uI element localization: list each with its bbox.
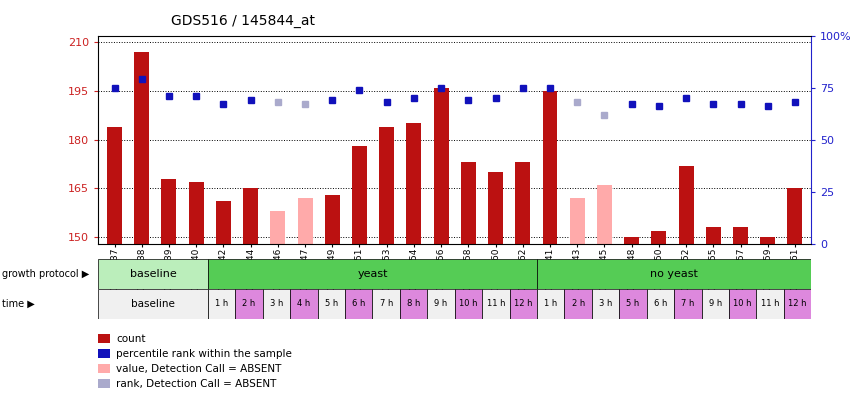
- Text: 7 h: 7 h: [681, 299, 693, 308]
- Bar: [351, 146, 367, 244]
- Bar: [317, 289, 345, 319]
- Text: 11 h: 11 h: [486, 299, 505, 308]
- Bar: [454, 289, 482, 319]
- Bar: [673, 289, 701, 319]
- Bar: [406, 123, 421, 244]
- Bar: [542, 91, 557, 244]
- Bar: [701, 289, 728, 319]
- Text: 1 h: 1 h: [215, 299, 228, 308]
- Text: 2 h: 2 h: [242, 299, 255, 308]
- Bar: [134, 52, 149, 244]
- Bar: [372, 289, 399, 319]
- Bar: [297, 198, 312, 244]
- Bar: [433, 88, 448, 244]
- Bar: [537, 289, 564, 319]
- Bar: [759, 237, 775, 244]
- Text: 1 h: 1 h: [543, 299, 557, 308]
- Text: count: count: [116, 333, 146, 344]
- Bar: [426, 289, 454, 319]
- Text: baseline: baseline: [130, 269, 177, 279]
- Text: 12 h: 12 h: [787, 299, 806, 308]
- Text: yeast: yeast: [357, 269, 387, 279]
- Bar: [756, 289, 783, 319]
- Bar: [728, 289, 756, 319]
- Text: 7 h: 7 h: [379, 299, 392, 308]
- Bar: [461, 162, 475, 244]
- Text: value, Detection Call = ABSENT: value, Detection Call = ABSENT: [116, 364, 281, 374]
- Text: 6 h: 6 h: [653, 299, 666, 308]
- Bar: [189, 182, 203, 244]
- Bar: [705, 227, 720, 244]
- Bar: [98, 259, 207, 289]
- Bar: [482, 289, 509, 319]
- Bar: [216, 201, 230, 244]
- Text: 9 h: 9 h: [708, 299, 721, 308]
- Bar: [786, 188, 802, 244]
- Bar: [207, 259, 537, 289]
- Text: 10 h: 10 h: [459, 299, 477, 308]
- Bar: [591, 289, 618, 319]
- Bar: [399, 289, 426, 319]
- Text: growth protocol ▶: growth protocol ▶: [2, 269, 89, 279]
- Bar: [207, 289, 235, 319]
- Bar: [509, 289, 537, 319]
- Bar: [488, 172, 502, 244]
- Bar: [161, 179, 177, 244]
- Bar: [98, 289, 207, 319]
- Bar: [537, 259, 810, 289]
- Bar: [514, 162, 530, 244]
- Bar: [783, 289, 810, 319]
- Text: percentile rank within the sample: percentile rank within the sample: [116, 348, 292, 359]
- Text: 11 h: 11 h: [760, 299, 779, 308]
- Text: time ▶: time ▶: [2, 299, 34, 309]
- Text: 6 h: 6 h: [351, 299, 365, 308]
- Bar: [235, 289, 263, 319]
- Text: 5 h: 5 h: [324, 299, 338, 308]
- Text: 8 h: 8 h: [406, 299, 420, 308]
- Bar: [569, 198, 584, 244]
- Bar: [624, 237, 638, 244]
- Bar: [732, 227, 747, 244]
- Text: 3 h: 3 h: [598, 299, 612, 308]
- Text: 5 h: 5 h: [625, 299, 639, 308]
- Bar: [379, 127, 394, 244]
- Text: 12 h: 12 h: [514, 299, 532, 308]
- Bar: [678, 166, 693, 244]
- Bar: [345, 289, 372, 319]
- Text: 9 h: 9 h: [434, 299, 447, 308]
- Bar: [290, 289, 317, 319]
- Bar: [270, 211, 285, 244]
- Bar: [263, 289, 290, 319]
- Text: 2 h: 2 h: [571, 299, 584, 308]
- Text: baseline: baseline: [131, 299, 175, 309]
- Bar: [596, 185, 612, 244]
- Text: 3 h: 3 h: [270, 299, 283, 308]
- Bar: [107, 127, 122, 244]
- Bar: [651, 230, 665, 244]
- Bar: [564, 289, 591, 319]
- Text: GDS516 / 145844_at: GDS516 / 145844_at: [171, 14, 315, 28]
- Text: 10 h: 10 h: [733, 299, 751, 308]
- Bar: [243, 188, 258, 244]
- Bar: [324, 195, 339, 244]
- Text: rank, Detection Call = ABSENT: rank, Detection Call = ABSENT: [116, 379, 276, 389]
- Text: 4 h: 4 h: [297, 299, 310, 308]
- Bar: [646, 289, 673, 319]
- Text: no yeast: no yeast: [649, 269, 697, 279]
- Bar: [618, 289, 646, 319]
